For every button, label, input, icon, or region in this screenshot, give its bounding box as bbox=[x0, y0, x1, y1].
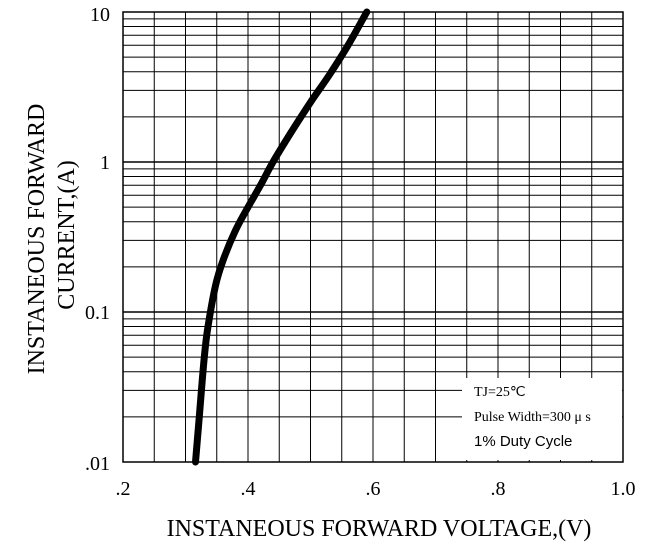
y-tick-label: 1 bbox=[100, 152, 110, 174]
x-tick-label: .8 bbox=[491, 478, 506, 500]
annotation-line-pulse-width: Pulse Width=300 μ s bbox=[474, 410, 591, 425]
x-tick-label: .6 bbox=[366, 478, 381, 500]
y-tick-label: 0.1 bbox=[85, 302, 110, 324]
y-tick-label: 10 bbox=[90, 4, 110, 26]
x-axis-title: INSTANEOUS FORWARD VOLTAGE,(V) bbox=[167, 516, 592, 542]
conditions-annotation: TJ=25℃ Pulse Width=300 μ s 1% Duty Cycle bbox=[462, 378, 622, 460]
x-tick-label: .2 bbox=[116, 478, 131, 500]
annotation-line-tj: TJ=25℃ bbox=[474, 385, 526, 400]
forward-current-curve bbox=[192, 8, 371, 466]
x-tick-label: .4 bbox=[241, 478, 256, 500]
plot-frame bbox=[122, 11, 624, 463]
y-tick-labels: .01 0.1 1 10 bbox=[85, 4, 110, 475]
y-tick-label: .01 bbox=[85, 453, 110, 475]
y-axis-title: INSTANEOUS FORWARD CURRENT,(A) bbox=[24, 104, 80, 375]
series-layer bbox=[192, 8, 371, 466]
x-tick-label: 1.0 bbox=[611, 478, 636, 500]
y-axis-title-line-2: CURRENT,(A) bbox=[54, 160, 80, 310]
annotation-line-duty-cycle: 1% Duty Cycle bbox=[474, 433, 572, 450]
annotation-background bbox=[462, 378, 622, 460]
x-tick-labels: .2 .4 .6 .8 1.0 bbox=[116, 478, 636, 500]
y-axis-title-line-1: INSTANEOUS FORWARD bbox=[24, 104, 50, 375]
